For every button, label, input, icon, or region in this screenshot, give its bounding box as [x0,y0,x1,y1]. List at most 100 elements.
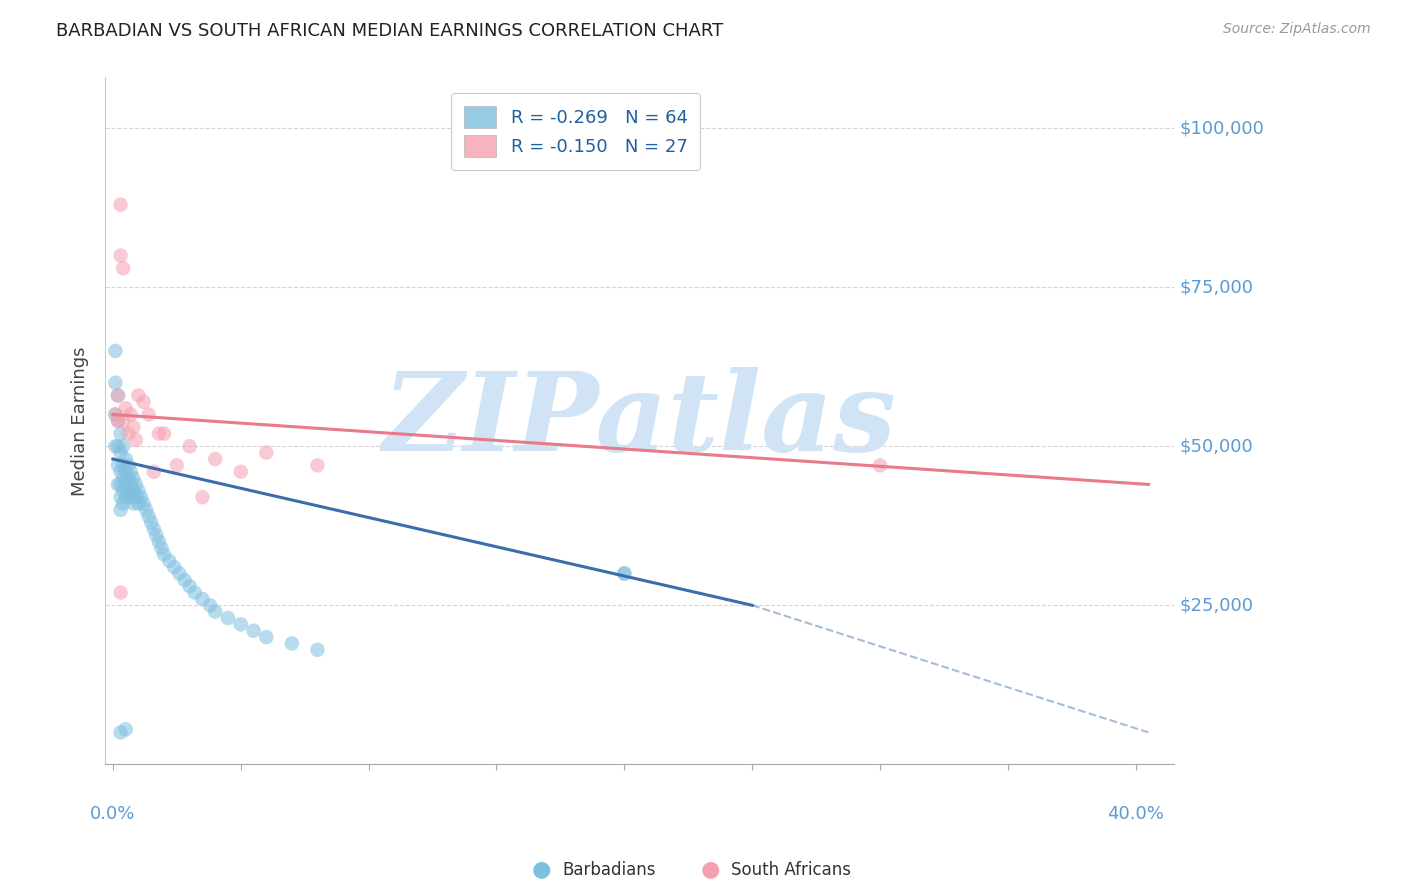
Point [120,477,142,491]
Point [145,528,167,542]
Point [204,605,226,619]
Point [120,490,142,504]
Point [117,471,139,485]
Point [114,723,136,737]
Point [129,490,152,504]
Point [166,458,188,473]
Point [117,483,139,498]
Point [104,408,127,422]
Point [104,439,127,453]
Point [132,496,155,510]
Point [107,439,129,453]
Point [148,534,170,549]
Point [183,585,205,599]
Text: $100,000: $100,000 [1180,120,1264,137]
Point [114,477,136,491]
Point [110,490,132,504]
Text: Barbadians: Barbadians [562,861,657,879]
Point [281,636,304,650]
Point [110,585,132,599]
Point [112,458,135,473]
Point [869,458,891,473]
Point [110,503,132,517]
Point [112,414,135,428]
Point [114,452,136,467]
Point [179,439,201,453]
Point [122,420,145,434]
Text: Source: ZipAtlas.com: Source: ZipAtlas.com [1223,22,1371,37]
Point [153,426,176,441]
Point [613,566,636,581]
Point [117,426,139,441]
Text: BARBADIAN VS SOUTH AFRICAN MEDIAN EARNINGS CORRELATION CHART: BARBADIAN VS SOUTH AFRICAN MEDIAN EARNIN… [56,22,724,40]
Text: 40.0%: 40.0% [1108,805,1164,823]
Point [125,477,148,491]
Text: ZIPatlas: ZIPatlas [382,368,897,475]
Text: $50,000: $50,000 [1180,437,1253,455]
Point [104,408,127,422]
Point [122,483,145,498]
Point [107,477,129,491]
Point [120,408,142,422]
Point [107,388,129,402]
Text: $25,000: $25,000 [1180,596,1254,615]
Point [112,496,135,510]
Point [127,483,149,498]
Point [307,458,329,473]
Point [307,642,329,657]
Point [254,445,277,459]
Point [114,465,136,479]
Point [122,471,145,485]
Point [142,522,165,536]
Point [153,548,176,562]
Point [127,388,149,402]
Point [104,343,127,358]
Point [204,452,226,467]
Text: ●: ● [531,860,551,880]
Point [191,490,214,504]
Text: 0.0%: 0.0% [90,805,135,823]
Point [150,541,173,555]
Point [110,465,132,479]
Point [112,471,135,485]
Point [141,516,163,530]
Point [157,554,180,568]
Point [110,445,132,459]
Point [613,566,636,581]
Point [229,465,252,479]
Text: $75,000: $75,000 [1180,278,1254,296]
Point [127,496,149,510]
Point [229,617,252,632]
Point [112,439,135,453]
Point [112,483,135,498]
Point [120,465,142,479]
Point [110,248,132,262]
Point [135,503,157,517]
Y-axis label: Median Earnings: Median Earnings [72,346,89,496]
Point [114,401,136,416]
Point [110,725,132,739]
Point [110,197,132,211]
Point [138,408,160,422]
Point [138,509,160,524]
Point [107,388,129,402]
Point [163,560,186,574]
Point [125,433,148,447]
Point [110,426,132,441]
Point [191,591,214,606]
Legend: R = -0.269   N = 64, R = -0.150   N = 27: R = -0.269 N = 64, R = -0.150 N = 27 [451,94,700,169]
Point [122,496,145,510]
Point [254,630,277,644]
Point [107,414,129,428]
Point [217,611,239,625]
Text: ●: ● [700,860,720,880]
Point [142,465,165,479]
Point [148,426,170,441]
Text: South Africans: South Africans [731,861,851,879]
Point [132,394,155,409]
Point [110,477,132,491]
Point [114,490,136,504]
Point [179,579,201,593]
Point [173,573,195,587]
Point [104,376,127,390]
